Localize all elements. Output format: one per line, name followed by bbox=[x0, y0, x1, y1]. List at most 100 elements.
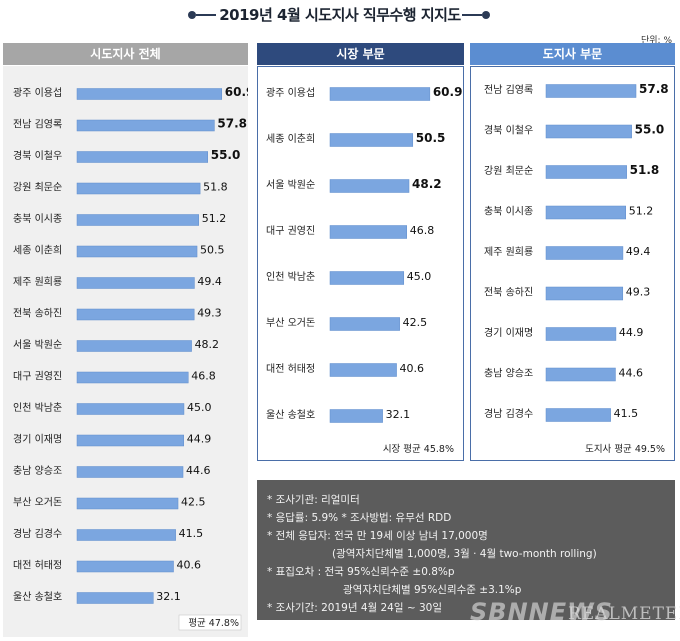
category-label: 울산 송철호 bbox=[13, 591, 62, 603]
value-label: 32.1 bbox=[386, 408, 411, 421]
value-label: 48.2 bbox=[195, 338, 220, 351]
bar bbox=[329, 87, 431, 101]
bar bbox=[76, 308, 195, 321]
category-label: 부산 오거돈 bbox=[266, 317, 315, 329]
bar bbox=[76, 529, 176, 541]
category-label: 경북 이철우 bbox=[484, 124, 533, 137]
bar bbox=[329, 133, 414, 147]
value-label: 44.6 bbox=[618, 367, 643, 380]
category-label: 전남 김영록 bbox=[484, 84, 533, 96]
category-label: 울산 송철호 bbox=[266, 409, 315, 421]
bar bbox=[76, 245, 198, 258]
value-label: 42.5 bbox=[403, 316, 428, 329]
bar bbox=[76, 592, 154, 604]
value-label: 49.4 bbox=[626, 245, 651, 258]
panel-header-total: 시도지사 전체 bbox=[3, 43, 248, 65]
panel-header-governor: 도지사 부문 bbox=[470, 43, 675, 65]
title-left-line bbox=[196, 14, 216, 16]
bar bbox=[329, 363, 397, 377]
bar bbox=[76, 403, 185, 415]
value-label: 49.3 bbox=[626, 286, 651, 299]
bar bbox=[545, 246, 624, 260]
value-label: 57.8 bbox=[217, 117, 247, 131]
watermark-logo: SBNNEWS bbox=[470, 598, 613, 626]
bar bbox=[76, 340, 192, 352]
category-label: 대구 권영진 bbox=[13, 371, 62, 383]
bar bbox=[545, 367, 616, 382]
average-box bbox=[178, 614, 242, 631]
category-label: 강원 최문순 bbox=[484, 165, 533, 177]
chart-governor: 전남 김영록 57.8 경북 이철우 55.0 강원 최문순 51.8 충북 이시종 51.2… bbox=[484, 82, 669, 455]
value-label: 41.5 bbox=[179, 527, 204, 540]
value-label: 40.6 bbox=[400, 362, 425, 375]
title-left-dot bbox=[188, 11, 196, 19]
value-label: 51.8 bbox=[203, 181, 228, 194]
note-period: * 조사기간: 2019년 4월 24일 ~ 30일 bbox=[267, 602, 443, 614]
category-label: 강원 최문순 bbox=[13, 182, 62, 194]
value-label: 51.2 bbox=[202, 212, 227, 225]
bar bbox=[76, 434, 184, 447]
value-label: 50.5 bbox=[200, 244, 225, 257]
chart-total: 광주 이용섭 60.9 전남 김영록 57.8 경북 이철우 55.0 강원 최문순 51.8… bbox=[13, 85, 254, 631]
category-label: 서울 박원순 bbox=[13, 339, 62, 351]
value-label: 60.9 bbox=[225, 85, 248, 99]
value-label: 44.6 bbox=[186, 464, 211, 477]
bar bbox=[329, 225, 407, 239]
average-label: 도지사 평균 49.5% bbox=[585, 444, 665, 455]
bar bbox=[76, 371, 189, 384]
bar bbox=[545, 84, 637, 98]
bar bbox=[545, 124, 632, 139]
value-label: 45.0 bbox=[407, 270, 432, 283]
category-label: 경북 이철우 bbox=[13, 149, 62, 162]
value-label: 46.8 bbox=[191, 370, 216, 383]
average-label: 시장 평균 45.8% bbox=[383, 444, 454, 455]
category-label: 충북 이시종 bbox=[484, 206, 533, 218]
category-label: 경기 이재명 bbox=[13, 433, 62, 446]
bar bbox=[76, 497, 179, 510]
bar bbox=[545, 408, 611, 422]
category-label: 전북 송하진 bbox=[484, 286, 533, 299]
value-label: 50.5 bbox=[416, 131, 446, 145]
category-label: 전남 김영록 bbox=[13, 119, 62, 131]
category-label: 충북 이시종 bbox=[13, 213, 62, 225]
title-bar: 2019년 4월 시도지사 직무수행 지지도 bbox=[0, 0, 680, 30]
chart-mayor: 광주 이용섭 60.9 세종 이춘희 50.5 서울 박원순 48.2 대구 권영진 46.8… bbox=[266, 85, 463, 455]
panel-governor: 전남 김영록 57.8 경북 이철우 55.0 강원 최문순 51.8 충북 이시종 51.2… bbox=[470, 66, 675, 461]
value-label: 51.8 bbox=[630, 163, 660, 177]
category-label: 제주 원희룡 bbox=[13, 276, 62, 288]
chart-title: 2019년 4월 시도지사 직무수행 지지도 bbox=[219, 6, 461, 24]
bar bbox=[545, 165, 627, 179]
category-label: 서울 박원순 bbox=[266, 179, 315, 191]
value-label: 60.9 bbox=[433, 85, 463, 99]
note-response-rate: * 응답률: 5.9% * 조사방법: 유무선 RDD bbox=[267, 512, 452, 524]
bar bbox=[545, 286, 624, 301]
category-label: 광주 이용섭 bbox=[266, 87, 315, 99]
survey-notes: * 조사기관: 리얼미터 * 응답률: 5.9% * 조사방법: 유무선 RDD… bbox=[257, 480, 675, 620]
category-label: 경남 김경수 bbox=[484, 407, 533, 420]
category-label: 대구 권영진 bbox=[266, 225, 315, 237]
note-sampling-error: * 표집오차 : 전국 95%신뢰수준 ±0.8%p bbox=[267, 566, 455, 578]
note-sampling-error-regional: 광역자치단체별 95%신뢰수준 ±3.1%p bbox=[343, 584, 522, 596]
category-label: 세종 이춘희 bbox=[13, 245, 62, 257]
title-right-line bbox=[462, 14, 482, 16]
bar bbox=[76, 466, 184, 478]
bar bbox=[76, 88, 223, 100]
value-label: 55.0 bbox=[635, 123, 665, 137]
category-label: 경남 김경수 bbox=[13, 527, 62, 540]
category-label: 제주 원희룡 bbox=[484, 246, 533, 258]
value-label: 57.8 bbox=[639, 82, 669, 96]
value-label: 44.9 bbox=[187, 433, 212, 446]
value-label: 49.3 bbox=[197, 307, 222, 320]
value-label: 32.1 bbox=[156, 590, 181, 603]
note-respondents: * 전체 응답자: 전국 만 19세 이상 남녀 17,000명 bbox=[267, 530, 488, 542]
category-label: 전북 송하진 bbox=[13, 307, 62, 320]
bar bbox=[329, 179, 410, 193]
value-label: 51.2 bbox=[629, 205, 654, 218]
category-label: 충남 양승조 bbox=[13, 465, 62, 477]
category-label: 인천 박남춘 bbox=[13, 402, 62, 414]
value-label: 48.2 bbox=[412, 177, 442, 191]
bar bbox=[76, 151, 208, 163]
panel-mayor: 광주 이용섭 60.9 세종 이춘희 50.5 서울 박원순 48.2 대구 권영진 46.8… bbox=[257, 66, 464, 461]
value-label: 41.5 bbox=[614, 407, 639, 420]
value-label: 55.0 bbox=[211, 148, 241, 162]
